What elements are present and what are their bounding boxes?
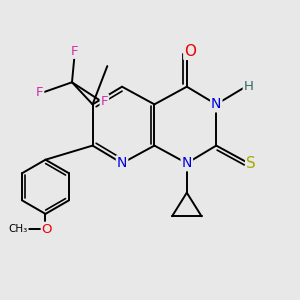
Text: F: F [71,45,79,58]
Text: S: S [246,156,256,171]
Text: N: N [211,98,221,111]
Text: N: N [117,156,127,170]
Text: N: N [182,156,192,170]
Text: CH₃: CH₃ [8,224,28,234]
Text: F: F [100,95,108,108]
Text: H: H [244,80,254,93]
Text: O: O [184,44,196,59]
Text: O: O [42,223,52,236]
Text: F: F [36,86,43,99]
